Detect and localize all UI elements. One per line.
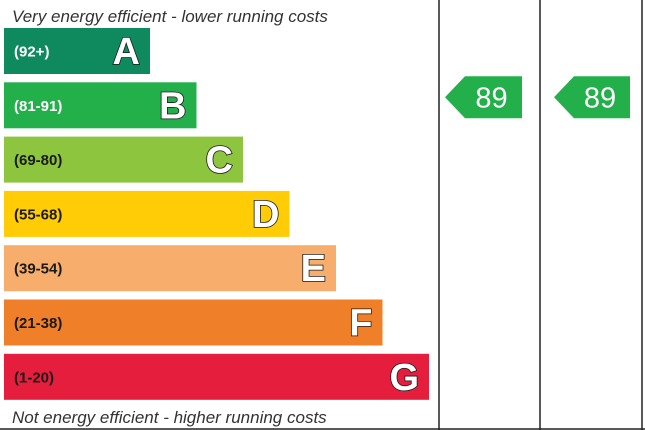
band-f-range: (21-38) bbox=[14, 315, 62, 332]
band-b-bar bbox=[4, 82, 197, 129]
band-g-bar bbox=[4, 353, 429, 400]
rating-arrow-2: 89 bbox=[554, 76, 630, 119]
band-e-letter: E bbox=[301, 248, 326, 290]
band-d: (55-68) D bbox=[4, 190, 290, 237]
band-a: (92+) A bbox=[4, 28, 150, 74]
rating-arrow-1: 89 bbox=[445, 76, 522, 119]
rating-arrow-2-shape bbox=[554, 76, 630, 119]
rating-arrow-1-shape bbox=[445, 76, 522, 119]
band-c-bar bbox=[4, 136, 243, 183]
band-c-letter: C bbox=[206, 140, 233, 182]
band-d-letter: D bbox=[252, 194, 279, 236]
band-f-bar bbox=[4, 299, 383, 346]
band-c-range: (69-80) bbox=[14, 152, 62, 169]
band-f: (21-38) F bbox=[4, 299, 383, 346]
band-d-range: (55-68) bbox=[14, 206, 62, 223]
band-b-letter: B bbox=[159, 85, 186, 127]
rating-arrows: 89 89 bbox=[445, 76, 630, 119]
band-f-letter: F bbox=[349, 303, 372, 345]
band-b-range: (81-91) bbox=[14, 98, 62, 115]
band-e-bar bbox=[4, 245, 336, 292]
band-c: (69-80) C bbox=[4, 136, 243, 183]
band-g: (1-20) G bbox=[4, 353, 429, 400]
band-e-range: (39-54) bbox=[14, 261, 62, 278]
band-a-letter: A bbox=[113, 31, 140, 73]
energy-bands: (92+) A (81-91) B (69-80) C (55-68) D (39-54) E (2… bbox=[4, 28, 429, 400]
rating-arrow-2-value: 89 bbox=[584, 82, 616, 114]
band-b: (81-91) B bbox=[4, 82, 197, 129]
band-e: (39-54) E bbox=[4, 245, 336, 292]
top-caption: Very energy efficient - lower running co… bbox=[12, 7, 328, 26]
bottom-caption: Not energy efficient - higher running co… bbox=[12, 408, 327, 427]
band-g-range: (1-20) bbox=[14, 369, 54, 386]
band-a-range: (92+) bbox=[14, 44, 49, 61]
rating-arrow-1-value: 89 bbox=[475, 82, 507, 114]
band-g-letter: G bbox=[389, 357, 419, 399]
band-d-bar bbox=[4, 190, 290, 237]
band-a-bar bbox=[4, 28, 150, 74]
